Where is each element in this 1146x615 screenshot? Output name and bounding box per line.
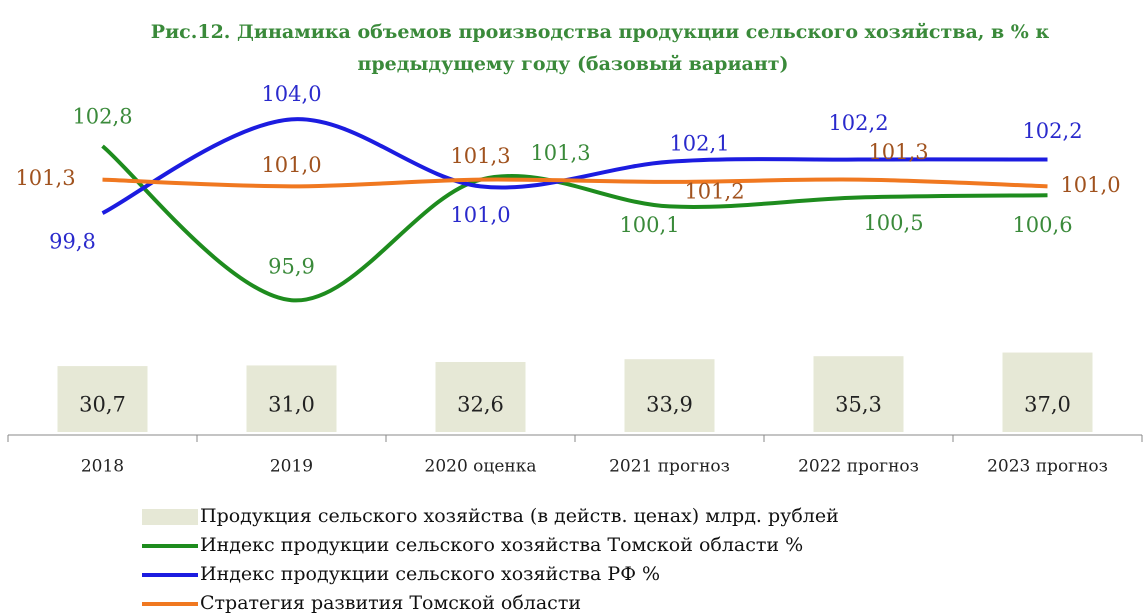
bar-label: 37,0 [1024, 393, 1071, 417]
data-label: 101,3 [450, 144, 510, 168]
legend-label: Продукция сельского хозяйства (в действ.… [200, 505, 839, 527]
bar-label: 32,6 [457, 393, 504, 417]
x-tick-label: 2019 [270, 457, 313, 477]
line [101, 117, 1048, 215]
data-label: 100,6 [1012, 213, 1072, 237]
bar [57, 366, 148, 432]
data-label: 104,0 [261, 82, 321, 106]
chart-title: Рис.12. Динамика объемов производства пр… [151, 21, 1050, 43]
bar [1002, 352, 1093, 432]
data-label: 101,3 [530, 141, 590, 165]
chart-subtitle: предыдущему году (базовый вариант) [357, 53, 788, 75]
bar-label: 30,7 [79, 393, 126, 417]
bar-label: 31,0 [268, 393, 315, 417]
line [102, 177, 1048, 189]
data-label: 100,5 [863, 211, 923, 235]
x-tick-label: 2018 [81, 457, 124, 477]
data-label: 102,1 [669, 131, 729, 155]
legend-label: Индекс продукции сельского хозяйства РФ … [200, 563, 660, 585]
legend-label: Индекс продукции сельского хозяйства Том… [200, 534, 803, 556]
data-label: 101,2 [684, 179, 744, 203]
data-label: 95,9 [268, 255, 315, 279]
data-label: 101,0 [1060, 173, 1120, 197]
data-label: 100,1 [619, 213, 679, 237]
data-label: 101,0 [261, 153, 321, 177]
data-label: 102,2 [1022, 119, 1082, 143]
x-tick-label: 2023 прогноз [987, 457, 1108, 477]
data-label: 102,8 [72, 105, 132, 129]
x-tick-label: 2020 оценка [425, 457, 537, 477]
data-label: 101,3 [868, 140, 928, 164]
bar [624, 359, 715, 432]
legend-label: Стратегия развития Томской области [200, 592, 581, 614]
data-label: 101,3 [15, 166, 75, 190]
bar [813, 356, 904, 432]
data-label: 101,0 [450, 203, 510, 227]
bar-label: 35,3 [835, 393, 882, 417]
x-tick-label: 2022 прогноз [798, 457, 919, 477]
bar [246, 365, 337, 432]
legend-swatch [142, 509, 198, 525]
bar-label: 33,9 [646, 393, 693, 417]
data-label: 102,2 [828, 111, 888, 135]
bar [435, 361, 526, 432]
data-label: 99,8 [49, 230, 96, 254]
x-tick-label: 2021 прогноз [609, 457, 730, 477]
